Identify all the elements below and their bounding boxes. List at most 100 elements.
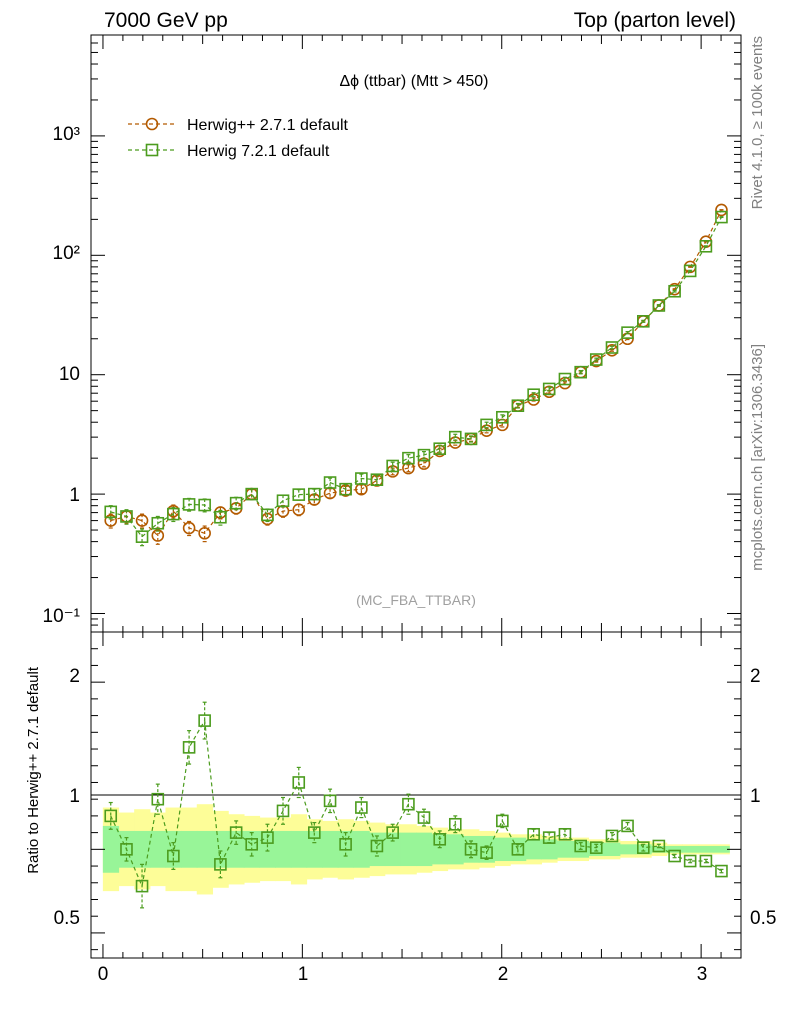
herwigpp-point <box>355 482 368 496</box>
ratio-herwig7-point <box>558 827 572 841</box>
ratio-herwig7-point <box>511 843 525 856</box>
legend-entry-herwigpp: Herwig++ 2.7.1 default <box>128 117 349 134</box>
ratio-band-inner-bin <box>102 825 120 873</box>
ratio-band-inner-bin <box>306 830 323 868</box>
herwig7-point <box>402 451 415 465</box>
ratio-herwig7-point <box>261 831 274 844</box>
ratio-herwig7-point <box>542 831 556 844</box>
herwigpp-point <box>151 529 165 542</box>
ratio-herwig7-point <box>715 864 728 878</box>
ratio-band-inner-bin <box>682 845 699 853</box>
ratio-herwig7-point <box>574 839 587 853</box>
ratio-herwig7-point <box>683 854 697 868</box>
herwigpp-point <box>402 461 415 475</box>
ratio-herwig7-point <box>637 841 650 854</box>
ratio-herwig7-point <box>589 841 603 854</box>
y-tick-label-1000: 10³ <box>53 124 80 145</box>
ratio-band-inner-bin <box>525 839 543 860</box>
y-tick-label-1: 1 <box>69 485 80 506</box>
legend-entry-herwig7: Herwig 7.2.1 default <box>128 143 330 160</box>
ratio-band-inner-bin <box>447 834 464 865</box>
ratio-band-inner-bin <box>557 840 574 858</box>
header-energy-label: 7000 GeV pp <box>104 9 228 32</box>
herwig7-point <box>104 505 118 519</box>
herwig7-point <box>339 482 352 496</box>
herwigpp-point <box>496 418 509 432</box>
ratio-y-tick-label-2: 2 <box>69 666 80 687</box>
ratio-band-inner-bin <box>134 830 151 868</box>
ratio-herwig7-point <box>182 741 196 754</box>
herwigpp-point <box>715 203 728 217</box>
y-tick-label-10: 10 <box>59 364 80 385</box>
herwig7-point <box>308 487 321 501</box>
herwig7-point <box>652 299 666 312</box>
ratio-frame <box>90 631 742 959</box>
ratio-herwig7-point <box>339 838 352 851</box>
ratio-herwig7-point <box>167 849 180 863</box>
ratio-herwig7-point <box>308 826 321 839</box>
herwig7-point <box>229 496 243 510</box>
herwig7-point <box>511 399 525 413</box>
series-herwigpp <box>104 203 728 545</box>
mcplots-label: mcplots.cern.ch [arXiv:1306.3436] <box>749 344 766 571</box>
herwig7-point <box>699 239 713 253</box>
y-tick-label-100: 10² <box>53 243 80 264</box>
ratio-band-inner-bin <box>698 845 715 853</box>
ratio-herwig7-point <box>245 838 259 851</box>
ratio-herwig7-line <box>110 718 722 889</box>
ratio-band-inner-bin <box>228 830 245 868</box>
ratio-herwig7-point <box>496 814 509 828</box>
ratio-band-inner-bin <box>275 830 292 868</box>
series-herwig7 <box>104 210 728 547</box>
x-tick-label-3: 3 <box>697 964 708 985</box>
y-tick-label-0.1: 10⁻¹ <box>43 606 81 627</box>
main-x-ticks <box>102 35 742 632</box>
herwig7-point <box>496 410 509 424</box>
ratio-band-inner-bin <box>666 845 683 853</box>
ratio-y-tick-label-right-2: 2 <box>750 666 761 687</box>
herwigpp-point <box>292 503 306 517</box>
main-y-ticks <box>91 34 741 633</box>
herwig7-point <box>480 418 493 432</box>
herwig7-point <box>214 510 227 524</box>
herwig7-point <box>605 341 619 354</box>
herwig7-point <box>542 382 556 396</box>
herwig7-point <box>417 448 431 462</box>
herwig7-point <box>448 430 462 444</box>
herwig7-point <box>668 284 681 298</box>
herwig7-point <box>151 516 165 530</box>
ratio-series-herwig7 <box>104 701 728 909</box>
ratio-y-tick-label-0.5: 0.5 <box>54 908 80 929</box>
ratio-panel: 0.5 1 2 0.5 1 2 Ratio to Herwig++ 2.7.1 … <box>25 631 776 985</box>
legend-marker-herwigpp <box>145 117 159 131</box>
ratio-herwig7-point <box>527 827 540 841</box>
rivet-version-label: Rivet 4.1.0, ≥ 100k events <box>749 36 766 209</box>
herwig7-line <box>110 216 723 538</box>
ratio-band-inner-bin <box>494 837 511 862</box>
ratio-y-tick-label-right-0.5: 0.5 <box>750 908 776 929</box>
ratio-y-tick-label-1: 1 <box>69 786 80 807</box>
analysis-watermark: (MC_FBA_TTBAR) <box>356 592 476 608</box>
herwig7-point <box>558 372 572 386</box>
ratio-herwig7-point <box>229 826 243 839</box>
ratio-band-inner-bin <box>290 830 308 868</box>
ratio-band-inner-bin <box>181 830 198 868</box>
ratio-herwig7-point <box>386 826 399 839</box>
ratio-y-tick-label-right-1: 1 <box>750 786 761 807</box>
ratio-herwig7-point <box>198 714 211 727</box>
herwig7-point <box>245 487 259 501</box>
ratio-herwig7-point <box>355 801 368 814</box>
ratio-herwig7-point <box>699 854 713 868</box>
ratio-band-inner-bin <box>400 832 417 867</box>
ratio-herwig7-point <box>402 797 415 811</box>
ratio-y-axis-label: Ratio to Herwig++ 2.7.1 default <box>25 666 42 874</box>
ratio-herwig7-point <box>417 811 431 824</box>
ratio-band-inner-bin <box>196 830 214 868</box>
ratio-band-inner-bin <box>431 834 449 865</box>
herwig7-point <box>589 353 603 366</box>
ratio-band-inner-bin <box>384 832 402 867</box>
herwig7-point <box>120 510 133 523</box>
ratio-herwig7-point <box>605 829 619 843</box>
ratio-y-ticks <box>91 631 741 951</box>
